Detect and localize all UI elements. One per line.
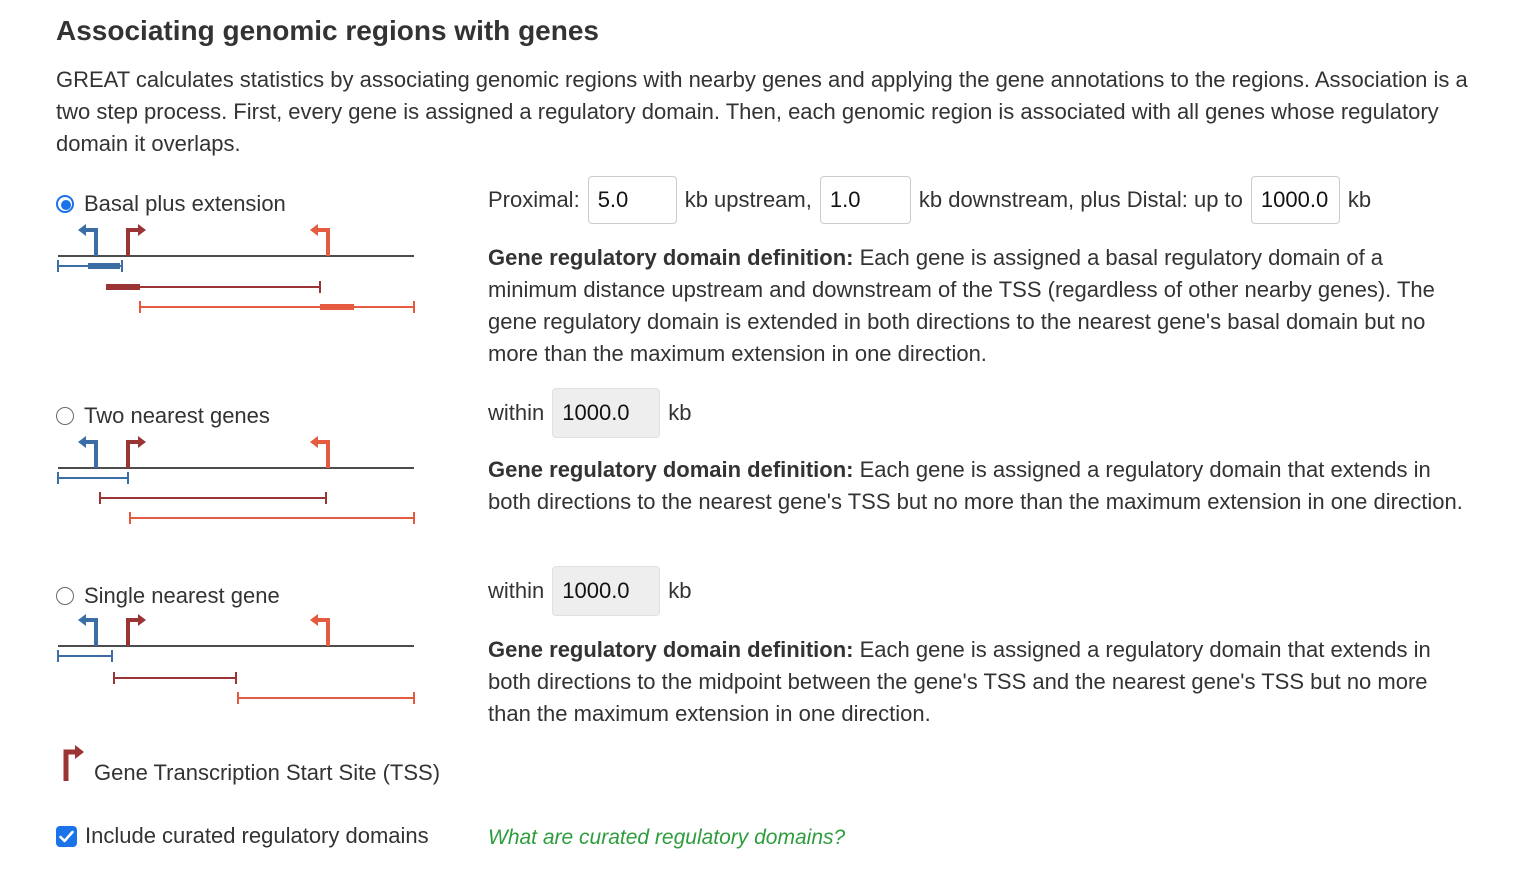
two-nearest-radio[interactable]: [56, 407, 74, 425]
basal-radio[interactable]: [56, 195, 74, 213]
single-nearest-definition: Gene regulatory domain definition: Each …: [488, 634, 1468, 730]
gene-orange-tss-icon: [316, 440, 330, 468]
curated-help-link[interactable]: What are curated regulatory domains?: [488, 826, 846, 849]
single-nearest-definition-text: Each gene is assigned a regulatory domai…: [488, 637, 1431, 726]
tss-arrow-icon: [63, 745, 84, 781]
gene-blue-tss-icon: [84, 440, 98, 468]
option-single-nearest-gene[interactable]: Single nearest gene: [56, 583, 280, 609]
gene-orange-tss-icon: [316, 618, 330, 646]
single-nearest-params: within 1000.0 kb: [488, 566, 692, 616]
checkmark-icon: [59, 830, 74, 842]
gene-dark-red-tss-icon: [126, 228, 140, 256]
upstream-input[interactable]: 5.0: [587, 176, 677, 224]
gene-dark-red-tss-icon: [126, 618, 140, 646]
single-nearest-unit: kb: [668, 578, 692, 603]
two-nearest-diagram: [57, 436, 415, 524]
two-nearest-label: Two nearest genes: [84, 403, 270, 428]
single-nearest-within-label: within: [488, 578, 545, 603]
tss-legend-label: Gene Transcription Start Site (TSS): [94, 760, 441, 785]
single-nearest-diagram: [57, 614, 415, 704]
page-title: Associating genomic regions with genes: [56, 15, 599, 46]
single-nearest-definition-title: Gene regulatory domain definition:: [488, 637, 854, 662]
downstream-suffix: kb downstream, plus Distal: up to: [918, 187, 1243, 212]
basal-definition-title: Gene regulatory domain definition:: [488, 245, 854, 270]
two-nearest-unit: kb: [668, 400, 692, 425]
single-nearest-radio[interactable]: [56, 587, 74, 605]
curated-checkbox[interactable]: [56, 825, 77, 847]
basal-params: Proximal: 5.0 kb upstream, 1.0 kb downst…: [488, 176, 1371, 224]
two-nearest-params: within 1000.0 kb: [488, 388, 692, 438]
gene-dark-red-tss-icon: [126, 440, 140, 468]
basal-definition-text: Each gene is assigned a basal regulatory…: [488, 245, 1435, 366]
gene-blue-tss-icon: [84, 618, 98, 646]
downstream-input[interactable]: 1.0: [819, 176, 911, 224]
curated-label: Include curated regulatory domains: [85, 823, 429, 848]
tss-legend: Gene Transcription Start Site (TSS): [60, 744, 440, 785]
two-nearest-definition-title: Gene regulatory domain definition:: [488, 457, 854, 482]
option-basal-plus-extension[interactable]: Basal plus extension: [56, 191, 286, 217]
gene-orange-tss-icon: [316, 228, 330, 256]
single-nearest-distance-input[interactable]: 1000.0: [552, 566, 661, 616]
distal-input[interactable]: 1000.0: [1250, 176, 1340, 224]
two-nearest-within-label: within: [488, 400, 545, 425]
two-nearest-distance-input[interactable]: 1000.0: [552, 388, 661, 438]
basal-diagram: [57, 224, 415, 313]
option-two-nearest-genes[interactable]: Two nearest genes: [56, 403, 270, 429]
curated-option[interactable]: Include curated regulatory domains: [56, 823, 429, 849]
single-nearest-label: Single nearest gene: [84, 583, 280, 608]
intro-text: GREAT calculates statistics by associati…: [56, 67, 1468, 156]
proximal-label: Proximal:: [488, 187, 580, 212]
basal-definition: Gene regulatory domain definition: Each …: [488, 242, 1468, 370]
distal-suffix: kb: [1347, 187, 1372, 212]
two-nearest-definition-text: Each gene is assigned a regulatory domai…: [488, 457, 1463, 514]
basal-label: Basal plus extension: [84, 191, 286, 216]
two-nearest-definition: Gene regulatory domain definition: Each …: [488, 454, 1468, 518]
gene-blue-tss-icon: [84, 228, 98, 256]
upstream-suffix: kb upstream,: [684, 187, 812, 212]
